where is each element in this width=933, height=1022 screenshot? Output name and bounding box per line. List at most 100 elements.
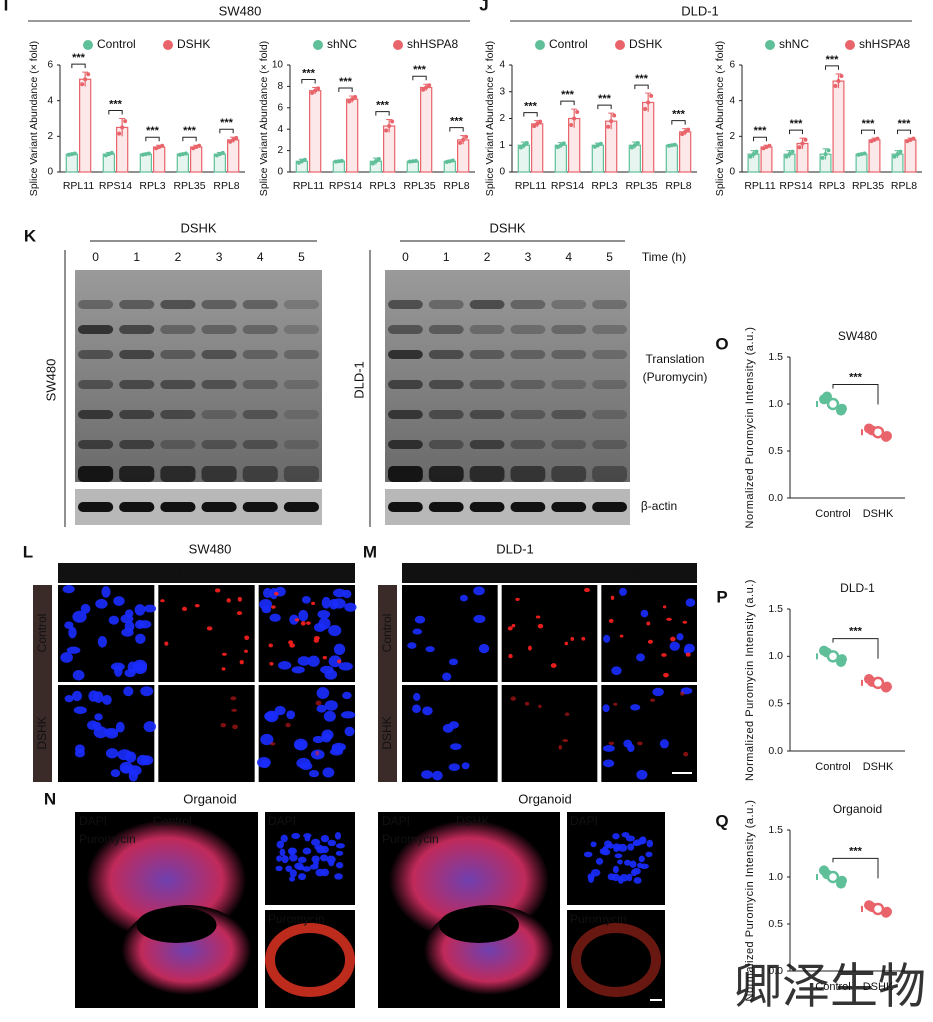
sig-bracket	[634, 84, 649, 90]
cell	[328, 655, 342, 668]
band	[78, 350, 114, 359]
cell	[625, 835, 635, 842]
cell	[269, 588, 278, 600]
legend-label: shNC	[327, 37, 357, 51]
sig-bracket	[832, 857, 879, 879]
replicate-dot	[911, 136, 916, 141]
band	[510, 502, 546, 512]
cell	[421, 770, 433, 779]
blot	[75, 489, 322, 525]
sig-label: ***	[302, 67, 316, 79]
cell	[612, 833, 620, 840]
band	[510, 325, 546, 334]
time-label: 0	[92, 250, 99, 264]
sig-bracket	[145, 136, 160, 142]
x-tick-label: Control	[815, 761, 850, 773]
band	[551, 410, 587, 419]
band	[388, 350, 423, 359]
replicate-dot	[217, 152, 222, 157]
blot	[385, 270, 630, 482]
band	[592, 350, 627, 359]
legend-marker	[845, 40, 855, 50]
cell	[335, 850, 344, 856]
band	[160, 325, 196, 334]
cell	[340, 711, 356, 719]
cell	[611, 873, 620, 882]
sig-bracket	[182, 136, 197, 142]
replicate-dot	[538, 119, 543, 124]
cell	[332, 598, 346, 609]
sig-label: ***	[849, 626, 863, 638]
band	[78, 325, 114, 334]
cell	[322, 655, 327, 660]
micrograph	[501, 685, 598, 782]
band	[119, 440, 155, 449]
y-tick-label: 2	[729, 131, 735, 142]
bar	[309, 90, 322, 173]
cell	[515, 597, 520, 601]
cell	[289, 614, 299, 625]
replicate-dot	[117, 131, 122, 136]
x-tick-label: DSHK	[863, 761, 894, 773]
replicate-dot	[680, 132, 685, 137]
watermark: 卿泽生物	[734, 961, 926, 1014]
cell	[442, 723, 454, 733]
cell	[72, 610, 87, 623]
bar	[904, 139, 917, 173]
replicate-dot	[609, 119, 614, 124]
replicate-dot	[836, 79, 841, 84]
band	[78, 440, 114, 449]
cell	[448, 763, 460, 772]
cell	[334, 832, 342, 840]
cell	[581, 636, 586, 641]
cell	[94, 713, 103, 721]
data-point	[836, 405, 846, 416]
band	[551, 440, 587, 449]
replicate-dot	[310, 90, 315, 95]
replicate-dot	[672, 142, 677, 147]
cell	[317, 610, 331, 619]
cell	[332, 588, 346, 598]
cell	[66, 646, 81, 654]
y-tick-label: 10	[272, 60, 284, 71]
cell	[80, 603, 91, 614]
y-tick-label: 1.5	[768, 351, 783, 363]
header-bar	[402, 563, 697, 583]
time-label: 1	[133, 250, 140, 264]
cell	[110, 769, 121, 778]
sig-label: ***	[72, 52, 86, 64]
x-tick-label: RPL11	[744, 180, 775, 192]
cell	[311, 855, 320, 863]
cell	[275, 865, 283, 872]
cell	[88, 690, 99, 702]
cell	[685, 652, 691, 657]
cell	[319, 854, 329, 862]
cell	[244, 635, 250, 641]
replicate-dot	[683, 129, 688, 134]
cell	[230, 696, 237, 701]
condition-label: DSHK	[380, 716, 394, 749]
replicate-dot	[421, 87, 426, 92]
bar	[227, 139, 240, 173]
cell	[599, 848, 608, 855]
cell	[663, 672, 669, 678]
replicate-dot	[427, 83, 432, 88]
cell	[604, 840, 612, 847]
band	[551, 325, 587, 334]
cell	[214, 588, 221, 593]
time-label: 4	[565, 250, 572, 264]
cell	[74, 744, 85, 754]
band	[242, 380, 278, 389]
cell	[508, 653, 513, 659]
replicate-dot	[197, 143, 202, 148]
cell	[113, 596, 125, 606]
cell-line: SW480	[43, 359, 58, 402]
cell	[87, 720, 99, 731]
side-bar	[378, 585, 397, 782]
y-tick-label: 3	[499, 86, 505, 97]
cell	[683, 751, 689, 757]
band	[428, 410, 464, 419]
band	[428, 325, 464, 334]
replicate-dot	[592, 144, 597, 149]
